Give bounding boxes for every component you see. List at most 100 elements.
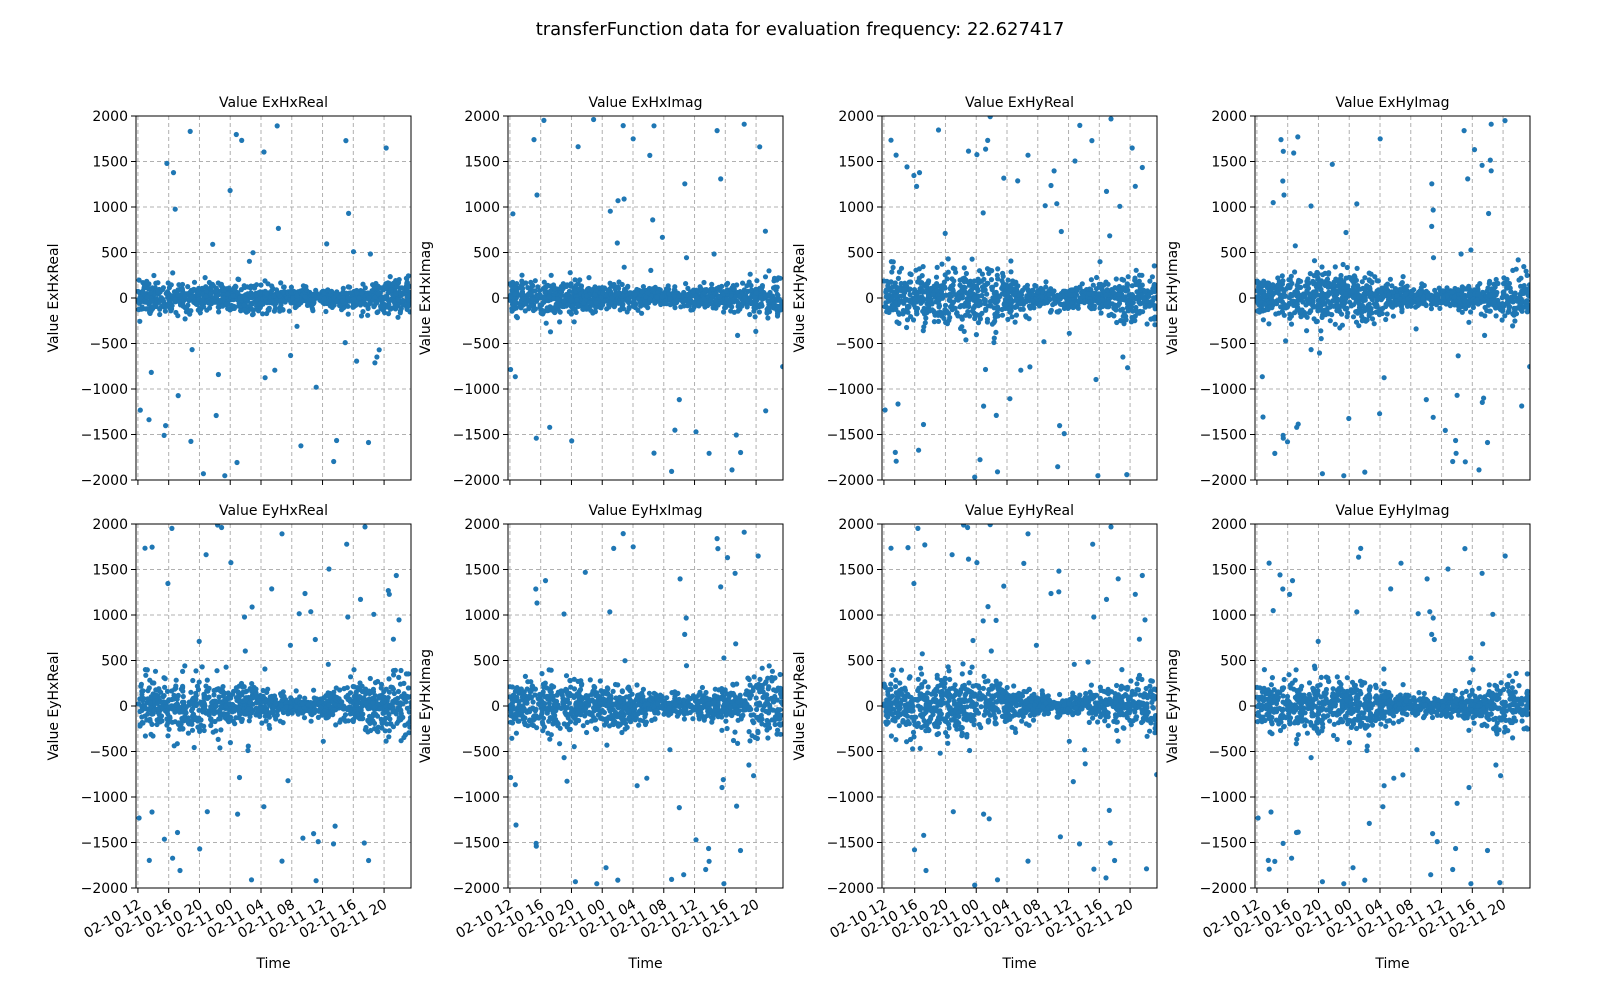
data-point <box>1005 277 1011 283</box>
data-point <box>1318 336 1324 342</box>
data-point <box>250 250 256 256</box>
data-point <box>606 304 612 310</box>
data-point <box>1025 152 1031 158</box>
data-point <box>723 304 729 310</box>
data-point <box>220 295 226 301</box>
data-point <box>359 290 365 296</box>
data-point <box>985 137 991 143</box>
data-point <box>237 295 243 301</box>
data-point <box>721 309 727 315</box>
data-point <box>1501 275 1507 281</box>
y-tick-label: −500 <box>1209 337 1247 353</box>
data-point <box>1009 282 1015 288</box>
data-point <box>1333 290 1339 296</box>
data-point <box>1342 291 1349 297</box>
data-point <box>1343 229 1349 236</box>
data-point <box>1279 309 1285 315</box>
data-point <box>385 311 392 317</box>
data-point <box>735 308 741 314</box>
data-point <box>645 305 651 311</box>
data-point <box>241 302 247 308</box>
data-point <box>1364 317 1370 323</box>
data-point <box>388 297 394 303</box>
data-point <box>176 282 182 288</box>
data-point <box>607 208 613 214</box>
data-point <box>934 287 940 293</box>
data-point <box>360 309 366 315</box>
data-point <box>272 367 278 373</box>
data-point <box>215 371 221 378</box>
data-point <box>1012 291 1018 297</box>
data-point <box>1146 303 1152 309</box>
data-point <box>995 313 1001 319</box>
y-tick-label: 500 <box>1220 246 1247 262</box>
data-point <box>1389 303 1395 309</box>
data-point <box>258 282 264 288</box>
data-point <box>191 744 197 751</box>
data-point <box>621 264 627 270</box>
data-point <box>771 285 777 291</box>
data-point <box>321 290 327 296</box>
data-point <box>888 279 894 285</box>
data-point <box>661 301 667 307</box>
data-point <box>1325 298 1331 304</box>
data-point <box>752 295 758 301</box>
data-point <box>1475 291 1481 297</box>
data-point <box>1337 325 1343 331</box>
data-point <box>762 228 769 234</box>
data-point <box>1384 300 1390 306</box>
data-point <box>215 280 221 286</box>
data-point <box>1140 300 1146 306</box>
data-point <box>738 449 744 456</box>
data-point <box>780 364 783 370</box>
data-point <box>510 211 516 217</box>
y-tick-label: −1000 <box>453 382 500 398</box>
data-point <box>1149 298 1156 304</box>
data-point <box>1138 292 1144 298</box>
data-point <box>942 310 948 316</box>
data-point <box>1479 162 1485 168</box>
data-point <box>777 306 783 312</box>
data-point <box>1334 303 1341 309</box>
data-point <box>1466 319 1472 325</box>
data-point <box>1362 287 1368 294</box>
data-point <box>972 303 978 309</box>
data-point <box>1123 317 1129 323</box>
data-point <box>535 284 541 290</box>
data-point <box>337 303 343 309</box>
data-point <box>369 288 375 294</box>
data-point <box>1440 288 1446 294</box>
data-point <box>226 285 232 291</box>
data-point <box>665 283 671 289</box>
data-point <box>181 297 187 304</box>
data-point <box>157 311 163 318</box>
data-point <box>907 292 913 298</box>
data-point <box>325 661 331 667</box>
data-point <box>1088 287 1094 293</box>
data-point <box>206 300 212 306</box>
data-point <box>345 311 351 317</box>
subplot-value-exhyreal: Value ExHyReal−2000−1500−1000−5000500100… <box>792 95 1158 489</box>
data-point <box>1288 321 1295 327</box>
subplot-title: Value ExHyImag <box>1335 95 1449 111</box>
data-point <box>509 308 515 314</box>
data-point <box>555 296 561 302</box>
data-point <box>1124 282 1131 288</box>
data-point <box>709 281 715 287</box>
data-point <box>239 137 245 143</box>
data-point <box>963 337 969 343</box>
data-point <box>1499 317 1505 323</box>
data-point <box>753 290 759 296</box>
data-point <box>1512 308 1518 315</box>
data-point <box>627 290 633 296</box>
data-point <box>213 412 219 419</box>
data-point <box>199 297 205 303</box>
data-point <box>1329 289 1335 295</box>
data-point <box>718 176 724 182</box>
data-point <box>1419 281 1425 287</box>
data-point <box>514 281 520 287</box>
data-point <box>1294 424 1300 430</box>
data-point <box>892 280 898 286</box>
data-point <box>1458 291 1465 297</box>
data-point <box>1272 450 1278 456</box>
